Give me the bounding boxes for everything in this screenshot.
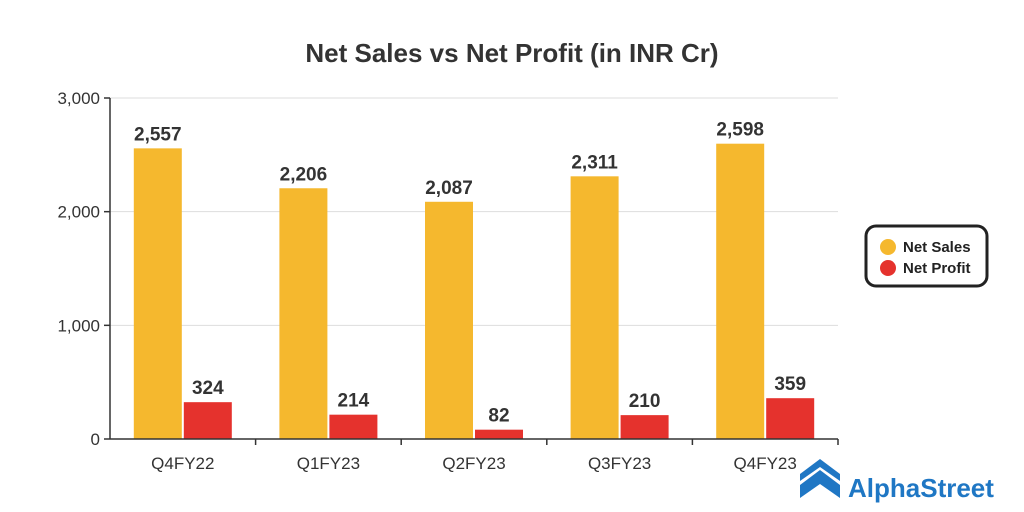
data-label-net-sales: 2,598 [716,120,764,141]
x-axis: Q4FY22 Q1FY23 Q2FY23 Q3FY23 Q4FY23 [110,438,839,473]
bar-net-profit [183,402,232,439]
data-label-net-sales: 2,557 [134,124,182,145]
legend-marker-net-profit [880,260,896,276]
data-label-net-profit: 359 [774,374,806,395]
legend-marker-net-sales [880,239,896,255]
legend-box [864,224,989,288]
y-tick-label: 2,000 [57,203,100,222]
category-label: Q4FY23 [734,454,797,473]
legend: Net Sales Net Profit [864,224,989,288]
alphastreet-logo-icon [800,459,840,498]
y-axis: 0 1,000 2,000 3,000 [57,89,111,449]
data-label-net-sales: 2,206 [280,164,328,185]
brand-logo: AlphaStreet [800,459,994,503]
bar-net-sales [133,148,182,439]
chart-title: Net Sales vs Net Profit (in INR Cr) [305,38,718,68]
bar-net-sales [716,143,765,439]
category-label: Q1FY23 [297,454,360,473]
y-tick-label: 3,000 [57,89,100,108]
category-label: Q2FY23 [442,454,505,473]
bar-net-sales [279,188,328,439]
bar-net-sales [425,201,473,439]
brand-name: AlphaStreet [848,473,994,503]
bar-net-profit [766,398,815,439]
legend-label-net-sales: Net Sales [903,239,971,256]
bar-net-profit [620,415,669,439]
data-label-net-sales: 2,087 [425,178,473,199]
data-label-net-profit: 214 [338,391,370,412]
y-tick-label: 1,000 [57,316,100,335]
bar-net-sales [570,176,619,439]
data-label-net-profit: 324 [192,378,224,399]
bar-net-profit [475,429,523,439]
y-tick-label: 0 [91,430,100,449]
category-label: Q3FY23 [588,454,651,473]
category-label: Q4FY22 [151,454,214,473]
data-label-net-sales: 2,311 [571,152,618,173]
data-label-net-profit: 82 [488,406,509,427]
bar-net-profit [329,414,378,439]
data-label-net-profit: 210 [629,391,661,412]
bars: 2,557 324 2,206 214 2,087 82 2,311 210 2,598 359 [133,120,815,439]
legend-label-net-profit: Net Profit [903,260,971,277]
